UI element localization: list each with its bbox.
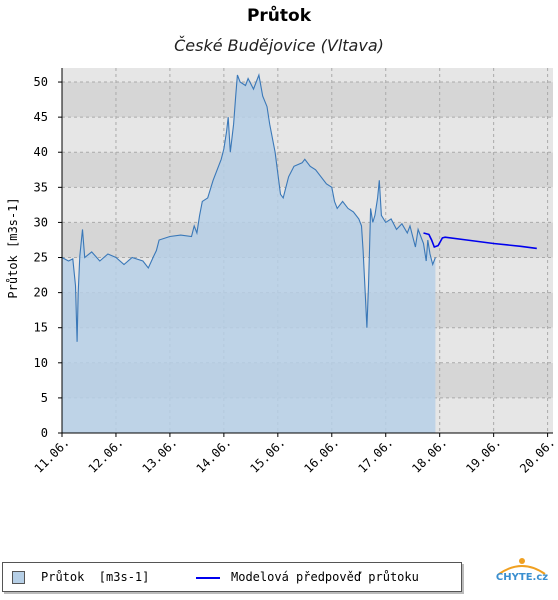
- y-tick-label: 25: [34, 251, 48, 265]
- y-tick-label: 5: [41, 391, 48, 405]
- series-area-fill: [62, 75, 436, 433]
- x-tick-label: 15.06.: [247, 435, 288, 476]
- x-tick-label: 19.06.: [463, 435, 504, 476]
- legend-label-flow: Průtok [m3s-1]: [41, 570, 150, 584]
- y-tick-label: 10: [34, 356, 48, 370]
- legend: Průtok [m3s-1] Modelová předpověď průtok…: [2, 562, 462, 592]
- y-tick-label: 45: [34, 110, 48, 124]
- chart-title: Průtok: [246, 6, 312, 26]
- x-tick-label: 14.06.: [193, 435, 234, 476]
- y-tick-label: 20: [34, 286, 48, 300]
- y-tick-label: 40: [34, 145, 48, 159]
- series-line-flow: [61, 72, 436, 342]
- x-tick-label: 12.06.: [86, 435, 127, 476]
- legend-swatch-flow: [12, 571, 25, 584]
- legend-label-forecast: Modelová předpověď průtoku: [231, 570, 419, 584]
- x-tick-label: 16.06.: [301, 435, 342, 476]
- y-tick-label: 50: [34, 75, 48, 89]
- x-tick-label: 20.06.: [517, 435, 558, 476]
- legend-swatch-forecast: [196, 577, 220, 579]
- chart-subtitle: České Budějovice (Vltava): [174, 36, 384, 55]
- x-tick-label: 13.06.: [139, 435, 180, 476]
- y-tick-label: 30: [34, 215, 48, 229]
- series-line-forecast: [423, 232, 537, 250]
- plot-series: [61, 72, 537, 433]
- y-tick-label: 0: [41, 426, 48, 440]
- x-tick-label: 17.06.: [355, 435, 396, 476]
- plot-band: [62, 68, 553, 83]
- svg-text:CHYTE.cz: CHYTE.cz: [496, 572, 548, 583]
- x-tick-label: 18.06.: [409, 435, 450, 476]
- chyte-logo[interactable]: CHYTE.cz: [493, 556, 551, 592]
- y-tick-label: 35: [34, 180, 48, 194]
- y-tick-label: 15: [34, 321, 48, 335]
- plot-band: [62, 82, 553, 118]
- plot-band: [62, 117, 553, 153]
- y-axis-label: Průtok [m3s-1]: [6, 197, 20, 298]
- x-tick-label: 11.06.: [32, 435, 73, 476]
